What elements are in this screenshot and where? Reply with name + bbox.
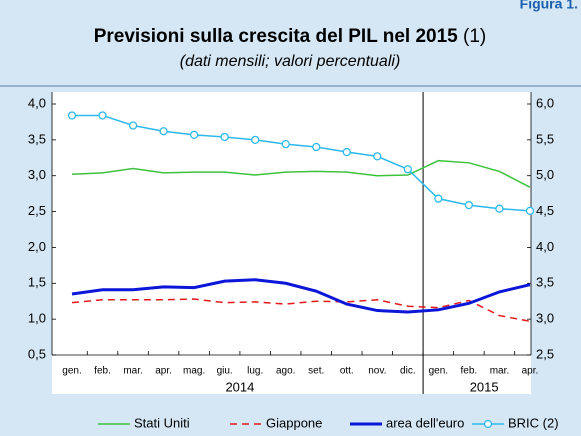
series-marker	[220, 132, 229, 142]
x-tick-label: giu.	[217, 366, 233, 377]
legend-label: area dell'euro	[386, 415, 464, 430]
series-marker	[159, 127, 168, 136]
y-tick-label: 3,5	[28, 131, 46, 146]
y-tick-label: 2,0	[28, 239, 46, 254]
series-marker	[281, 140, 290, 149]
x-tick-label: ago.	[276, 366, 295, 377]
series-marker	[342, 147, 351, 157]
series-marker	[128, 121, 138, 130]
y2-tick-label: 4,0	[536, 239, 554, 254]
y2-tick-label: 5,0	[536, 167, 554, 182]
year-label: 2015	[470, 379, 499, 394]
x-tick-label: feb.	[94, 366, 111, 377]
y-tick-label: 3,0	[28, 167, 46, 182]
figure-label: Figura 1.	[520, 0, 578, 12]
y2-tick-label: 5,5	[536, 131, 554, 146]
x-tick-label: lug.	[247, 366, 263, 377]
x-tick-label: apr.	[522, 366, 539, 377]
series-line	[71, 278, 531, 314]
series-marker	[464, 200, 474, 210]
series-marker	[312, 142, 321, 152]
x-tick-label: apr.	[155, 366, 172, 377]
series-marker	[525, 206, 535, 216]
y-tick-label: 0,5	[28, 346, 46, 361]
legend-marker	[483, 419, 493, 429]
series-marker	[67, 111, 77, 120]
series-line	[71, 159, 531, 188]
series-marker	[98, 111, 107, 120]
title-note: (1)	[463, 26, 486, 47]
series-marker	[403, 165, 412, 174]
x-tick-label: ott.	[340, 366, 354, 377]
y2-tick-label: 3,5	[536, 275, 554, 290]
plot-background	[52, 92, 531, 394]
y-tick-label: 2,5	[28, 203, 46, 218]
y2-tick-label: 2,5	[536, 346, 554, 361]
y-tick-label: 1,5	[28, 275, 46, 290]
series-line	[71, 298, 531, 323]
legend-label: Giappone	[266, 415, 322, 430]
x-tick-label: dic.	[400, 366, 416, 377]
x-tick-label: nov.	[368, 366, 386, 377]
chart-subtitle: (dati mensili; valori percentuali)	[180, 53, 401, 70]
y2-tick-label: 4,5	[536, 203, 554, 218]
x-tick-label: mar.	[490, 366, 509, 377]
x-tick-label: mag.	[183, 366, 205, 377]
y2-tick-label: 6,0	[536, 95, 554, 110]
year-label: 2014	[225, 379, 254, 394]
series-marker	[189, 130, 199, 139]
legend-label: BRIC (2)	[508, 415, 559, 430]
series-marker	[434, 194, 443, 203]
series-marker	[251, 135, 260, 145]
x-tick-label: feb.	[461, 366, 478, 377]
chart-title: Previsioni sulla crescita del PIL nel 20…	[94, 26, 487, 47]
x-tick-label: gen.	[429, 366, 448, 377]
y-tick-label: 1,0	[28, 311, 46, 326]
y2-tick-label: 3,0	[536, 311, 554, 326]
series-marker	[495, 204, 504, 213]
series-marker	[373, 152, 382, 161]
series-line	[72, 114, 531, 212]
x-tick-label: gen.	[62, 366, 81, 377]
legend-label: Stati Uniti	[134, 415, 190, 430]
x-tick-label: mar.	[123, 366, 142, 377]
title-main: Previsioni sulla crescita del PIL nel 20…	[94, 26, 458, 47]
x-tick-label: set.	[308, 366, 324, 377]
y-tick-label: 4,0	[28, 95, 46, 110]
